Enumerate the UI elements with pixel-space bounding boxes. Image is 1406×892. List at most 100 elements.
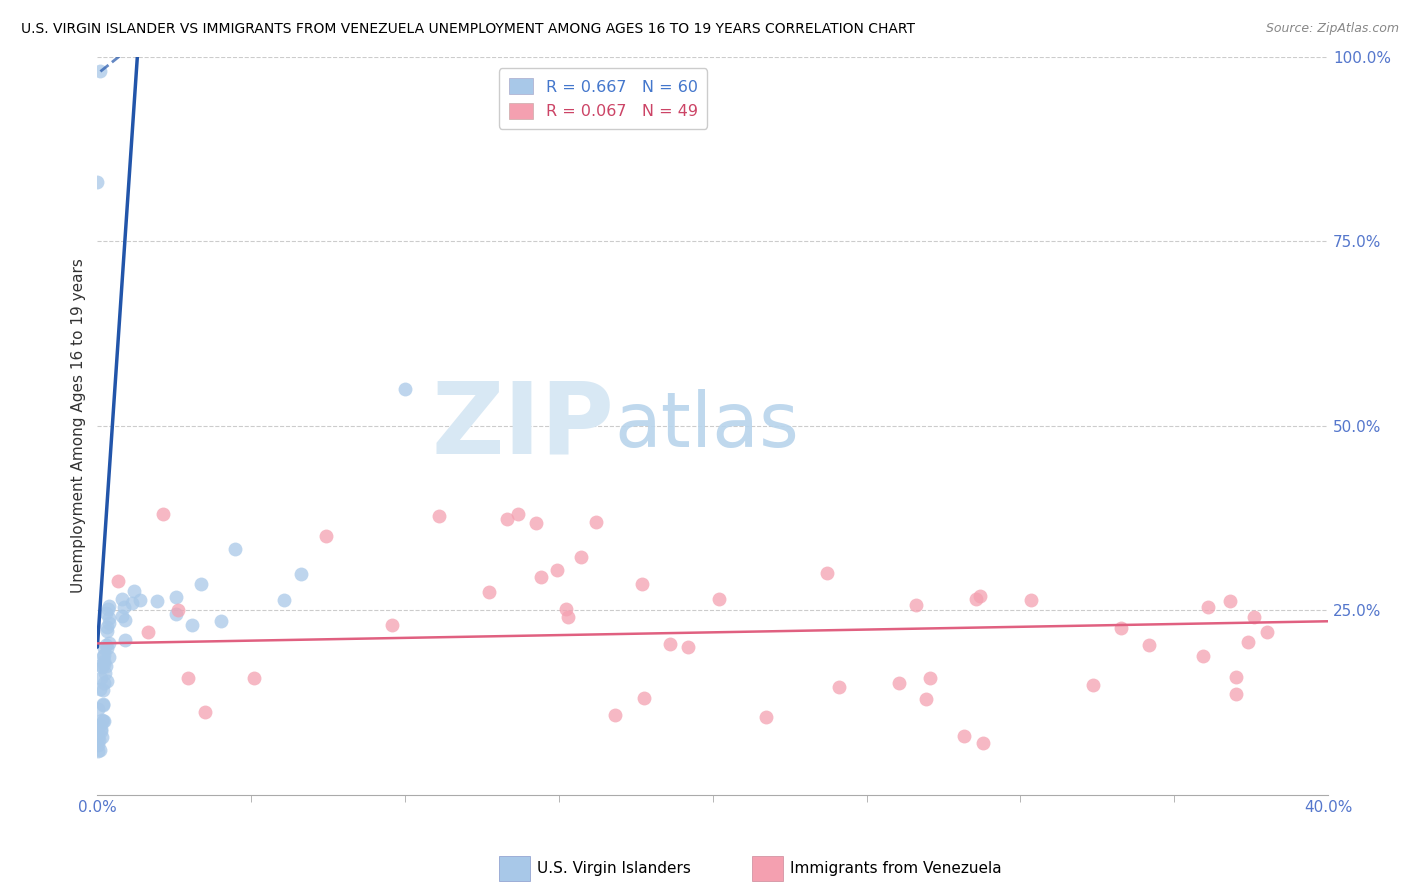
Point — [209, 614, 232, 628]
Point — [96, 606, 118, 620]
Point — [94, 659, 117, 673]
Point — [146, 594, 169, 608]
Text: Immigrants from Venezuela: Immigrants from Venezuela — [790, 862, 1002, 876]
Point — [969, 589, 991, 603]
Point — [1225, 670, 1247, 684]
Point — [1111, 621, 1133, 635]
Point — [631, 577, 654, 591]
Point — [524, 516, 547, 530]
Point — [91, 682, 114, 697]
Point — [1219, 594, 1241, 608]
Point — [190, 576, 212, 591]
Point — [93, 648, 115, 662]
Point — [918, 671, 941, 685]
Point — [709, 592, 731, 607]
Point — [889, 675, 911, 690]
Point — [90, 671, 112, 685]
Point — [755, 710, 778, 724]
Point — [290, 567, 312, 582]
Point — [87, 701, 110, 715]
Point — [633, 691, 655, 706]
Point — [93, 714, 115, 729]
Point — [86, 738, 108, 752]
Point — [1236, 635, 1258, 649]
Point — [122, 583, 145, 598]
Point — [477, 585, 499, 599]
Point — [273, 593, 295, 607]
Point — [112, 600, 135, 615]
Point — [93, 675, 115, 690]
Point — [506, 508, 529, 522]
Point — [1083, 678, 1105, 692]
Point — [91, 697, 114, 711]
Point — [676, 640, 699, 654]
Point — [914, 692, 936, 706]
Point — [546, 562, 568, 576]
Point — [1225, 687, 1247, 701]
Point — [89, 681, 111, 696]
Point — [96, 640, 118, 655]
Point — [965, 591, 987, 606]
Point — [243, 671, 266, 685]
Text: U.S. Virgin Islanders: U.S. Virgin Islanders — [537, 862, 690, 876]
Text: ZIP: ZIP — [432, 377, 614, 475]
Point — [90, 658, 112, 673]
Point — [1192, 649, 1215, 664]
Point — [93, 666, 115, 681]
Point — [89, 743, 111, 757]
Point — [93, 640, 115, 655]
Text: Source: ZipAtlas.com: Source: ZipAtlas.com — [1265, 22, 1399, 36]
Point — [427, 509, 450, 524]
Point — [93, 648, 115, 663]
Point — [90, 722, 112, 736]
Point — [181, 618, 204, 632]
Point — [1256, 625, 1278, 640]
Point — [953, 729, 976, 743]
Point — [89, 718, 111, 732]
Point — [93, 657, 115, 672]
Point — [603, 707, 626, 722]
Point — [530, 570, 553, 584]
Point — [658, 636, 681, 650]
Point — [91, 698, 114, 712]
Point — [1019, 593, 1042, 607]
Point — [87, 730, 110, 744]
Point — [167, 603, 190, 617]
Point — [114, 613, 136, 627]
Point — [557, 610, 579, 624]
Point — [904, 598, 927, 612]
Point — [569, 550, 592, 565]
Point — [136, 624, 159, 639]
Point — [98, 611, 121, 625]
Point — [96, 674, 118, 689]
Point — [110, 609, 132, 624]
Point — [177, 672, 200, 686]
Point — [224, 542, 246, 557]
Point — [90, 730, 112, 744]
Point — [93, 654, 115, 668]
Point — [193, 705, 215, 719]
Point — [90, 723, 112, 738]
Point — [87, 732, 110, 747]
Point — [107, 574, 129, 589]
Point — [1137, 638, 1160, 652]
Point — [585, 515, 607, 529]
Point — [394, 382, 416, 396]
Point — [129, 592, 152, 607]
Point — [121, 596, 143, 610]
Point — [815, 566, 838, 580]
Y-axis label: Unemployment Among Ages 16 to 19 years: Unemployment Among Ages 16 to 19 years — [72, 259, 86, 593]
Point — [90, 714, 112, 728]
Point — [1197, 600, 1219, 615]
Point — [86, 175, 108, 189]
Point — [96, 620, 118, 634]
Point — [972, 736, 994, 750]
Point — [165, 607, 187, 621]
Point — [97, 615, 120, 630]
Point — [555, 602, 578, 616]
Point — [165, 591, 187, 605]
Point — [87, 744, 110, 758]
Point — [89, 64, 111, 78]
Point — [828, 680, 851, 694]
Point — [91, 714, 114, 729]
